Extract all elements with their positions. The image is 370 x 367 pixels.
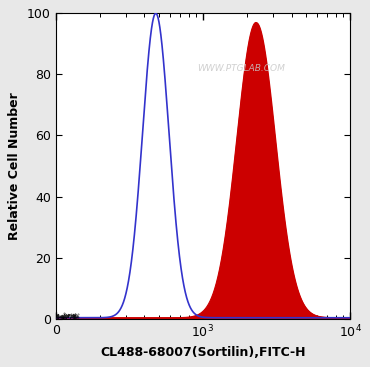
X-axis label: CL488-68007(Sortilin),FITC-H: CL488-68007(Sortilin),FITC-H <box>100 346 306 359</box>
Text: WWW.PTGLAB.COM: WWW.PTGLAB.COM <box>197 64 285 73</box>
Y-axis label: Relative Cell Number: Relative Cell Number <box>9 92 21 240</box>
